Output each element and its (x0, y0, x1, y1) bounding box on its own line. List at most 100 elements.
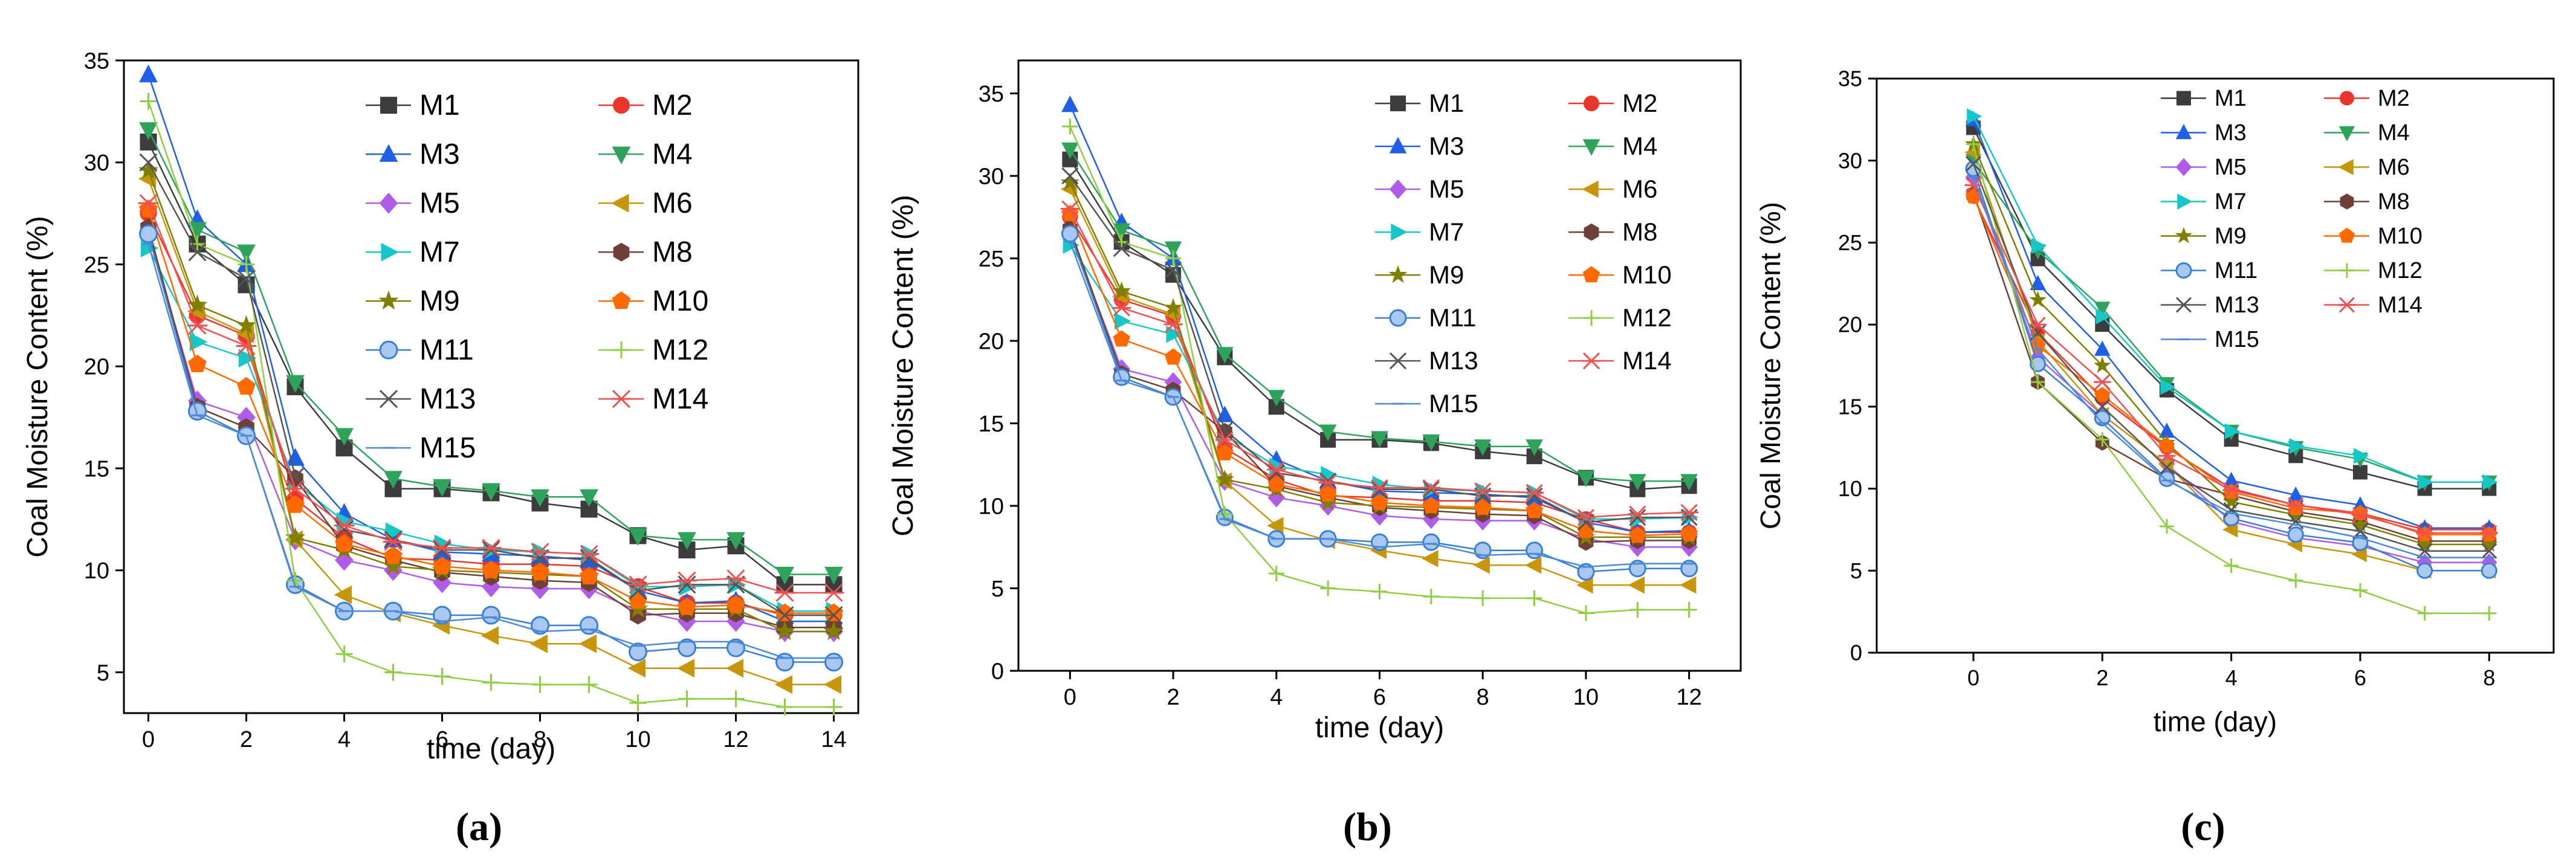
data-point (2481, 562, 2497, 579)
data-point (1422, 497, 1440, 514)
plot-frame (123, 59, 859, 714)
legend-item-m5: M5 (2161, 155, 2247, 180)
data-point (727, 532, 745, 550)
series-m14 (1060, 200, 1699, 526)
legend-marker (613, 242, 630, 262)
x-tick-label: 0 (1967, 665, 1979, 690)
data-point (775, 603, 794, 621)
data-point (1062, 118, 1078, 135)
data-point (2222, 482, 2241, 499)
data-point (529, 634, 548, 653)
data-point (2354, 448, 2369, 464)
data-point (2029, 317, 2047, 333)
data-point (1629, 474, 1646, 491)
legend-item-m5: M5 (366, 187, 460, 219)
data-point (1576, 576, 1593, 594)
legend-item-m15: M15 (2161, 327, 2259, 352)
data-point (2158, 470, 2175, 487)
legend-item-m8: M8 (598, 236, 693, 268)
legend-marker (380, 97, 397, 114)
legend-label: M11 (2215, 258, 2257, 283)
legend-marker (1391, 223, 1408, 241)
legend-item-m6: M6 (1568, 175, 1657, 203)
data-point (2093, 374, 2111, 390)
x-tick-label: 12 (1677, 685, 1702, 710)
data-point (2030, 375, 2045, 390)
legend-label: M14 (652, 383, 708, 415)
legend-marker (381, 242, 399, 262)
data-point (627, 575, 649, 594)
data-point (335, 534, 354, 552)
legend-label: M12 (1622, 303, 1672, 332)
data-point (629, 694, 647, 712)
legend-label: M14 (1622, 346, 1672, 375)
data-point (1166, 325, 1183, 343)
legend-marker (2338, 126, 2355, 141)
legend-item-m1: M1 (1375, 89, 1464, 117)
legend-marker (1584, 310, 1599, 326)
series-line (1972, 144, 2490, 615)
x-axis-label: time (day) (427, 733, 555, 765)
data-point (1319, 485, 1337, 502)
legend-marker (1582, 139, 1600, 156)
legend-item-m6: M6 (2324, 155, 2410, 180)
legend-marker (1584, 223, 1599, 241)
data-point (1473, 557, 1490, 574)
x-tick-label: 0 (1064, 685, 1076, 710)
data-point (188, 354, 207, 372)
y-tick-label: 15 (979, 412, 1004, 437)
y-axis-label: Coal Moisture Content (%) (1755, 202, 1786, 529)
data-point (237, 244, 256, 263)
legend-label: M7 (2215, 189, 2247, 215)
data-point (2158, 456, 2173, 473)
data-point (2289, 438, 2305, 454)
y-tick-label: 30 (84, 150, 109, 176)
data-point (1526, 541, 1544, 560)
y-axis-label: Coal Moisture Content (%) (887, 195, 919, 537)
legend-item-m4: M4 (1568, 132, 1657, 160)
legend-item-m2: M2 (2324, 86, 2410, 111)
legend-item-m14: M14 (598, 383, 708, 415)
data-point (482, 674, 500, 691)
data-point (2287, 526, 2304, 543)
data-point (676, 571, 697, 590)
data-point (2030, 274, 2046, 291)
data-point (1216, 444, 1234, 460)
legend-item-m12: M12 (2324, 258, 2422, 283)
data-point (1371, 480, 1388, 498)
y-tick-label: 15 (84, 456, 109, 482)
legend-item-m14: M14 (2324, 292, 2422, 318)
data-point (2222, 493, 2240, 509)
series-m15 (1064, 241, 1695, 568)
chart-panel-3: 0 2 4 6 8 0 5 10 15 20 25 30 35 time (day) Coal Moistu… (1755, 66, 2555, 849)
data-point (1578, 605, 1594, 621)
data-point (1319, 473, 1337, 490)
data-point (1112, 281, 1131, 300)
data-point (1112, 299, 1131, 317)
data-point (1216, 347, 1234, 364)
panel-label: (c) (2181, 805, 2225, 849)
legend-marker (611, 390, 632, 409)
y-tick-label: 20 (84, 355, 109, 380)
legend-marker (378, 290, 399, 310)
data-point (2223, 471, 2239, 487)
y-tick-label: 25 (84, 253, 109, 278)
data-point (383, 532, 404, 551)
legend-label: M6 (1622, 175, 1657, 203)
legend-item-m2: M2 (1568, 89, 1657, 117)
data-point (1423, 589, 1439, 605)
legend-label: M9 (2215, 224, 2247, 249)
data-point (2416, 525, 2434, 541)
chart-panel-2: 0 2 4 6 8 10 12 0 5 10 15 20 25 30 35 time (day) Coal Mo… (887, 59, 1742, 849)
data-point (286, 375, 305, 393)
data-point (1061, 225, 1079, 243)
data-point (776, 698, 794, 716)
data-point (335, 645, 353, 663)
legend-label: M5 (2215, 155, 2247, 180)
legend-item-m8: M8 (2324, 189, 2410, 215)
legend-marker (2175, 227, 2193, 244)
x-tick-label: 6 (2354, 665, 2366, 690)
data-point (2417, 606, 2432, 621)
data-point (2158, 459, 2175, 476)
data-point (678, 597, 696, 615)
